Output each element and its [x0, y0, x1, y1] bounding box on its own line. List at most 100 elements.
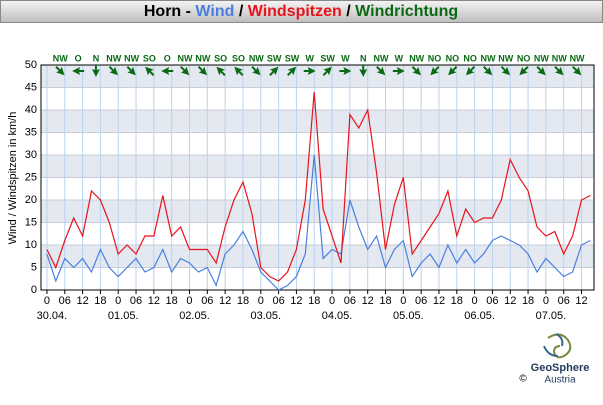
- arrow-shape: [72, 67, 85, 75]
- y-tick-label: 30: [25, 149, 37, 161]
- x-tick-label: 06: [130, 295, 142, 307]
- y-tick-label: 10: [25, 239, 37, 251]
- x-tick-label: 06: [59, 295, 71, 307]
- direction-label: W: [395, 53, 404, 63]
- direction-label: NO: [463, 53, 477, 63]
- date-label: 30.04.: [37, 310, 68, 322]
- x-tick-label: 0: [472, 295, 478, 307]
- x-tick-label: 0: [400, 295, 406, 307]
- x-tick-label: 0: [186, 295, 192, 307]
- plot-border: [40, 64, 595, 291]
- date-label: 01.05.: [108, 310, 139, 322]
- direction-label: NW: [480, 53, 495, 63]
- x-tick-label: 12: [504, 295, 516, 307]
- direction-label: NW: [106, 53, 121, 63]
- direction-label: NW: [249, 53, 264, 63]
- x-tick-label: 12: [148, 295, 160, 307]
- direction-label: SW: [320, 53, 335, 63]
- grid-band: [41, 65, 594, 88]
- x-tick-label: 0: [543, 295, 549, 307]
- arrow-shape: [359, 65, 368, 77]
- x-tick-label: 18: [94, 295, 106, 307]
- title-wind: Wind: [195, 3, 234, 20]
- x-tick-label: 12: [575, 295, 587, 307]
- x-tick-label: 12: [362, 295, 374, 307]
- direction-arrow: [339, 67, 352, 75]
- x-tick-label: 0: [258, 295, 264, 307]
- x-tick-label: 06: [272, 295, 284, 307]
- date-label: 03.05.: [250, 310, 281, 322]
- direction-label: SO: [232, 53, 245, 63]
- x-tick-label: 18: [308, 295, 320, 307]
- title-direction: Windrichtung: [355, 3, 458, 20]
- y-tick-label: 20: [25, 194, 37, 206]
- direction-arrow: [392, 67, 405, 75]
- x-tick-label: 18: [237, 295, 249, 307]
- direction-label: N: [93, 53, 100, 63]
- y-tick-label: 40: [25, 104, 37, 116]
- series-line: [46, 154, 591, 291]
- direction-label: W: [306, 53, 315, 63]
- arrow-shape: [303, 67, 316, 75]
- direction-label: N: [360, 53, 367, 63]
- x-tick-label: 18: [166, 295, 178, 307]
- arrow-shape: [392, 67, 405, 75]
- direction-label: NO: [446, 53, 460, 63]
- grid-band: [41, 155, 594, 178]
- direction-label: NO: [517, 53, 531, 63]
- x-tick-label: 06: [486, 295, 498, 307]
- direction-label: NW: [534, 53, 549, 63]
- arrow-shape: [55, 66, 65, 76]
- grid-band: [41, 110, 594, 133]
- logo-name: GeoSphere: [531, 362, 590, 374]
- chart-title: Horn - Wind / Windspitzen / Windrichtung: [144, 3, 458, 20]
- series-line: [46, 91, 591, 282]
- x-tick-label: 06: [558, 295, 570, 307]
- y-axis-label: Wind / Windspitzen in km/h: [7, 112, 19, 245]
- arrow-shape: [161, 67, 174, 75]
- direction-label: NW: [374, 53, 389, 63]
- date-label: 05.05.: [393, 310, 424, 322]
- x-tick-label: 18: [379, 295, 391, 307]
- direction-label: NW: [178, 53, 193, 63]
- direction-label: NW: [498, 53, 513, 63]
- logo-swirl: [543, 333, 564, 357]
- direction-label: SW: [267, 53, 282, 63]
- y-tick-label: 25: [25, 171, 37, 183]
- direction-label: NW: [570, 53, 585, 63]
- direction-label: O: [75, 53, 82, 63]
- direction-label: SW: [285, 53, 300, 63]
- title-prefix: Horn -: [144, 3, 191, 20]
- direction-label: NW: [552, 53, 567, 63]
- title-sep: /: [346, 3, 351, 20]
- y-tick-label: 0: [31, 284, 37, 296]
- copyright: ©: [519, 374, 527, 385]
- x-tick-label: 18: [451, 295, 463, 307]
- arrow-shape: [108, 66, 119, 76]
- direction-arrow: [55, 66, 65, 76]
- date-label: 02.05.: [179, 310, 210, 322]
- direction-label: NW: [53, 53, 68, 63]
- direction-label: SO: [143, 53, 156, 63]
- x-tick-label: 0: [329, 295, 335, 307]
- x-tick-label: 12: [433, 295, 445, 307]
- direction-arrow: [303, 67, 316, 75]
- x-tick-label: 12: [76, 295, 88, 307]
- direction-label: W: [341, 53, 350, 63]
- y-tick-label: 35: [25, 126, 37, 138]
- direction-label: NW: [124, 53, 139, 63]
- direction-label: SO: [214, 53, 227, 63]
- x-tick-label: 12: [290, 295, 302, 307]
- logo: GeoSphere Austria ©: [519, 333, 590, 386]
- y-tick-label: 50: [25, 59, 37, 71]
- title-gusts: Windspitzen: [248, 3, 342, 20]
- y-tick-label: 15: [25, 216, 37, 228]
- x-tick-label: 06: [344, 295, 356, 307]
- x-tick-label: 12: [219, 295, 231, 307]
- direction-label: NW: [195, 53, 210, 63]
- date-label: 04.05.: [322, 310, 353, 322]
- date-label: 06.05.: [464, 310, 495, 322]
- direction-label: NO: [428, 53, 442, 63]
- arrow-shape: [339, 67, 352, 75]
